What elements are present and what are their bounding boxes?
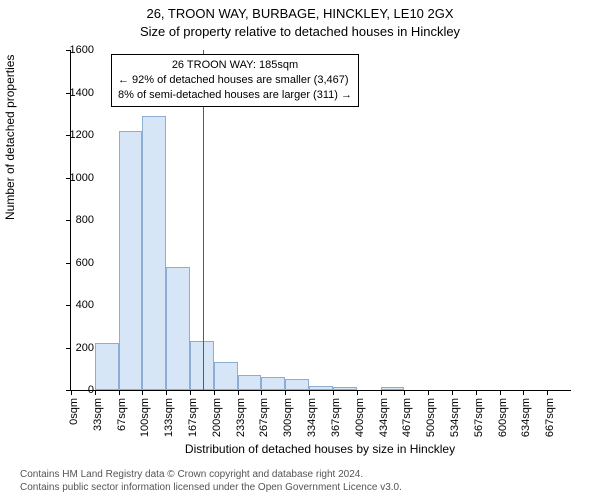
x-tick-label: 667sqm bbox=[544, 398, 556, 444]
x-tick-label: 434sqm bbox=[378, 398, 390, 444]
y-tick-label: 0 bbox=[88, 384, 94, 396]
histogram-bar bbox=[333, 387, 357, 390]
x-tick bbox=[523, 390, 524, 395]
y-tick bbox=[66, 263, 71, 264]
y-tick bbox=[66, 220, 71, 221]
y-axis-label: Number of detached properties bbox=[3, 55, 17, 220]
histogram-bar bbox=[190, 341, 214, 390]
annotation-line3: 8% of semi-detached houses are larger (3… bbox=[118, 88, 352, 103]
x-tick bbox=[119, 390, 120, 395]
histogram-bar bbox=[119, 131, 143, 390]
x-tick-label: 634sqm bbox=[520, 398, 532, 444]
histogram-bar bbox=[381, 387, 405, 390]
x-tick bbox=[190, 390, 191, 395]
x-tick-label: 567sqm bbox=[473, 398, 485, 444]
chart-title-subtitle: Size of property relative to detached ho… bbox=[0, 24, 600, 39]
x-tick-label: 267sqm bbox=[258, 398, 270, 444]
histogram-bar bbox=[238, 375, 262, 390]
x-tick bbox=[500, 390, 501, 395]
y-tick-label: 200 bbox=[76, 342, 94, 354]
x-tick-label: 534sqm bbox=[449, 398, 461, 444]
x-tick bbox=[357, 390, 358, 395]
annotation-line1: 26 TROON WAY: 185sqm bbox=[118, 58, 352, 73]
x-tick-label: 334sqm bbox=[306, 398, 318, 444]
chart-title-address: 26, TROON WAY, BURBAGE, HINCKLEY, LE10 2… bbox=[0, 6, 600, 21]
histogram-bar bbox=[309, 386, 333, 390]
x-tick bbox=[285, 390, 286, 395]
x-tick-label: 100sqm bbox=[139, 398, 151, 444]
x-axis-label: Distribution of detached houses by size … bbox=[70, 442, 570, 456]
histogram-bar bbox=[285, 379, 309, 390]
histogram-bar bbox=[214, 362, 238, 390]
x-tick-label: 400sqm bbox=[354, 398, 366, 444]
y-tick-label: 1400 bbox=[70, 87, 94, 99]
x-tick-label: 67sqm bbox=[116, 398, 128, 444]
x-tick bbox=[381, 390, 382, 395]
x-tick bbox=[166, 390, 167, 395]
x-tick bbox=[476, 390, 477, 395]
footer-attribution: Contains HM Land Registry data © Crown c… bbox=[20, 468, 580, 494]
x-tick-label: 167sqm bbox=[187, 398, 199, 444]
x-tick bbox=[428, 390, 429, 395]
histogram-bar bbox=[142, 116, 166, 390]
footer-line2: Contains public sector information licen… bbox=[20, 481, 580, 494]
x-tick bbox=[261, 390, 262, 395]
x-tick-label: 33sqm bbox=[92, 398, 104, 444]
y-tick bbox=[66, 305, 71, 306]
x-tick bbox=[142, 390, 143, 395]
x-tick-label: 467sqm bbox=[401, 398, 413, 444]
x-tick-label: 300sqm bbox=[282, 398, 294, 444]
x-tick bbox=[309, 390, 310, 395]
annotation-line2: ← 92% of detached houses are smaller (3,… bbox=[118, 73, 352, 88]
y-tick bbox=[66, 348, 71, 349]
x-tick bbox=[333, 390, 334, 395]
y-tick-label: 1000 bbox=[70, 172, 94, 184]
x-tick-label: 200sqm bbox=[211, 398, 223, 444]
y-tick-label: 1200 bbox=[70, 129, 94, 141]
annotation-box: 26 TROON WAY: 185sqm ← 92% of detached h… bbox=[111, 54, 359, 107]
x-tick-label: 500sqm bbox=[425, 398, 437, 444]
x-tick bbox=[547, 390, 548, 395]
x-tick-label: 0sqm bbox=[68, 398, 80, 444]
histogram-bar bbox=[261, 377, 285, 390]
histogram-bar bbox=[95, 343, 119, 390]
x-tick-label: 233sqm bbox=[235, 398, 247, 444]
y-tick-label: 800 bbox=[76, 214, 94, 226]
x-tick bbox=[238, 390, 239, 395]
x-tick bbox=[95, 390, 96, 395]
x-tick bbox=[452, 390, 453, 395]
chart-plot-area: 26 TROON WAY: 185sqm ← 92% of detached h… bbox=[70, 50, 571, 391]
y-tick-label: 1600 bbox=[70, 44, 94, 56]
histogram-bar bbox=[166, 267, 190, 390]
x-tick-label: 367sqm bbox=[330, 398, 342, 444]
y-tick-label: 400 bbox=[76, 299, 94, 311]
footer-line1: Contains HM Land Registry data © Crown c… bbox=[20, 468, 580, 481]
x-tick bbox=[214, 390, 215, 395]
y-tick-label: 600 bbox=[76, 257, 94, 269]
x-tick bbox=[404, 390, 405, 395]
x-tick bbox=[71, 390, 72, 395]
x-tick-label: 133sqm bbox=[163, 398, 175, 444]
x-tick-label: 600sqm bbox=[497, 398, 509, 444]
